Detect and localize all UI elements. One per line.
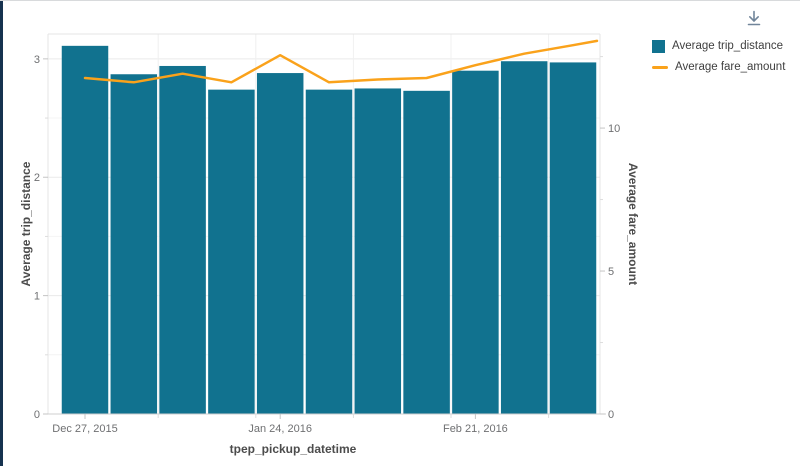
y-axis-title-right: Average fare_amount [626,162,640,286]
legend-label-fare-amount: Average fare_amount [675,61,786,73]
legend-label-trip-distance: Average trip_distance [672,40,784,52]
bar-jan-10-2016[interactable] [159,65,206,414]
fare-amount-line [83,39,599,84]
bar-series-swatch-icon [652,39,665,53]
arrow-down-to-line-glyph [747,10,761,26]
y-left-tick-label: 2 [34,172,40,184]
bar-jan-17-2016[interactable] [208,89,255,415]
y-right-tick-label: 10 [608,123,620,135]
bar-jan-3-2016[interactable] [110,74,158,415]
bar-jan-31-2016[interactable] [305,89,353,415]
y-left-tick-label: 0 [34,409,40,421]
bar-dec-27-2015[interactable] [61,45,109,414]
y-left-tick-label: 1 [34,291,40,303]
download-icon[interactable] [738,4,770,34]
x-tick-label: Jan 24, 2016 [248,423,312,435]
chart-legend: Average trip_distance Average fare_amoun… [652,39,785,74]
bar-feb-21-2016[interactable] [452,70,499,415]
bar-jan-24-2016[interactable] [256,73,304,414]
line-series-swatch-icon [652,65,668,69]
y-left-tick-label: 3 [34,54,40,66]
bar-feb-7-2016[interactable] [354,88,402,414]
bar-feb-28-2016[interactable] [500,61,548,414]
y-right-tick-label: 5 [608,266,614,278]
x-axis-title: tpep_pickup_datetime [229,442,357,456]
y-right-tick-label: 0 [608,409,614,421]
y-axis-title-left: Average trip_distance [19,161,33,287]
x-tick-label: Dec 27, 2015 [52,423,117,435]
bar-mar-6-2016[interactable] [549,62,597,414]
bar-feb-14-2016[interactable] [403,90,450,414]
x-tick-label: Feb 21, 2016 [443,423,508,435]
legend-item-fare-amount[interactable]: Average fare_amount [652,60,785,74]
legend-item-trip-distance[interactable]: Average trip_distance [652,39,785,53]
left-accent-border [0,1,3,466]
